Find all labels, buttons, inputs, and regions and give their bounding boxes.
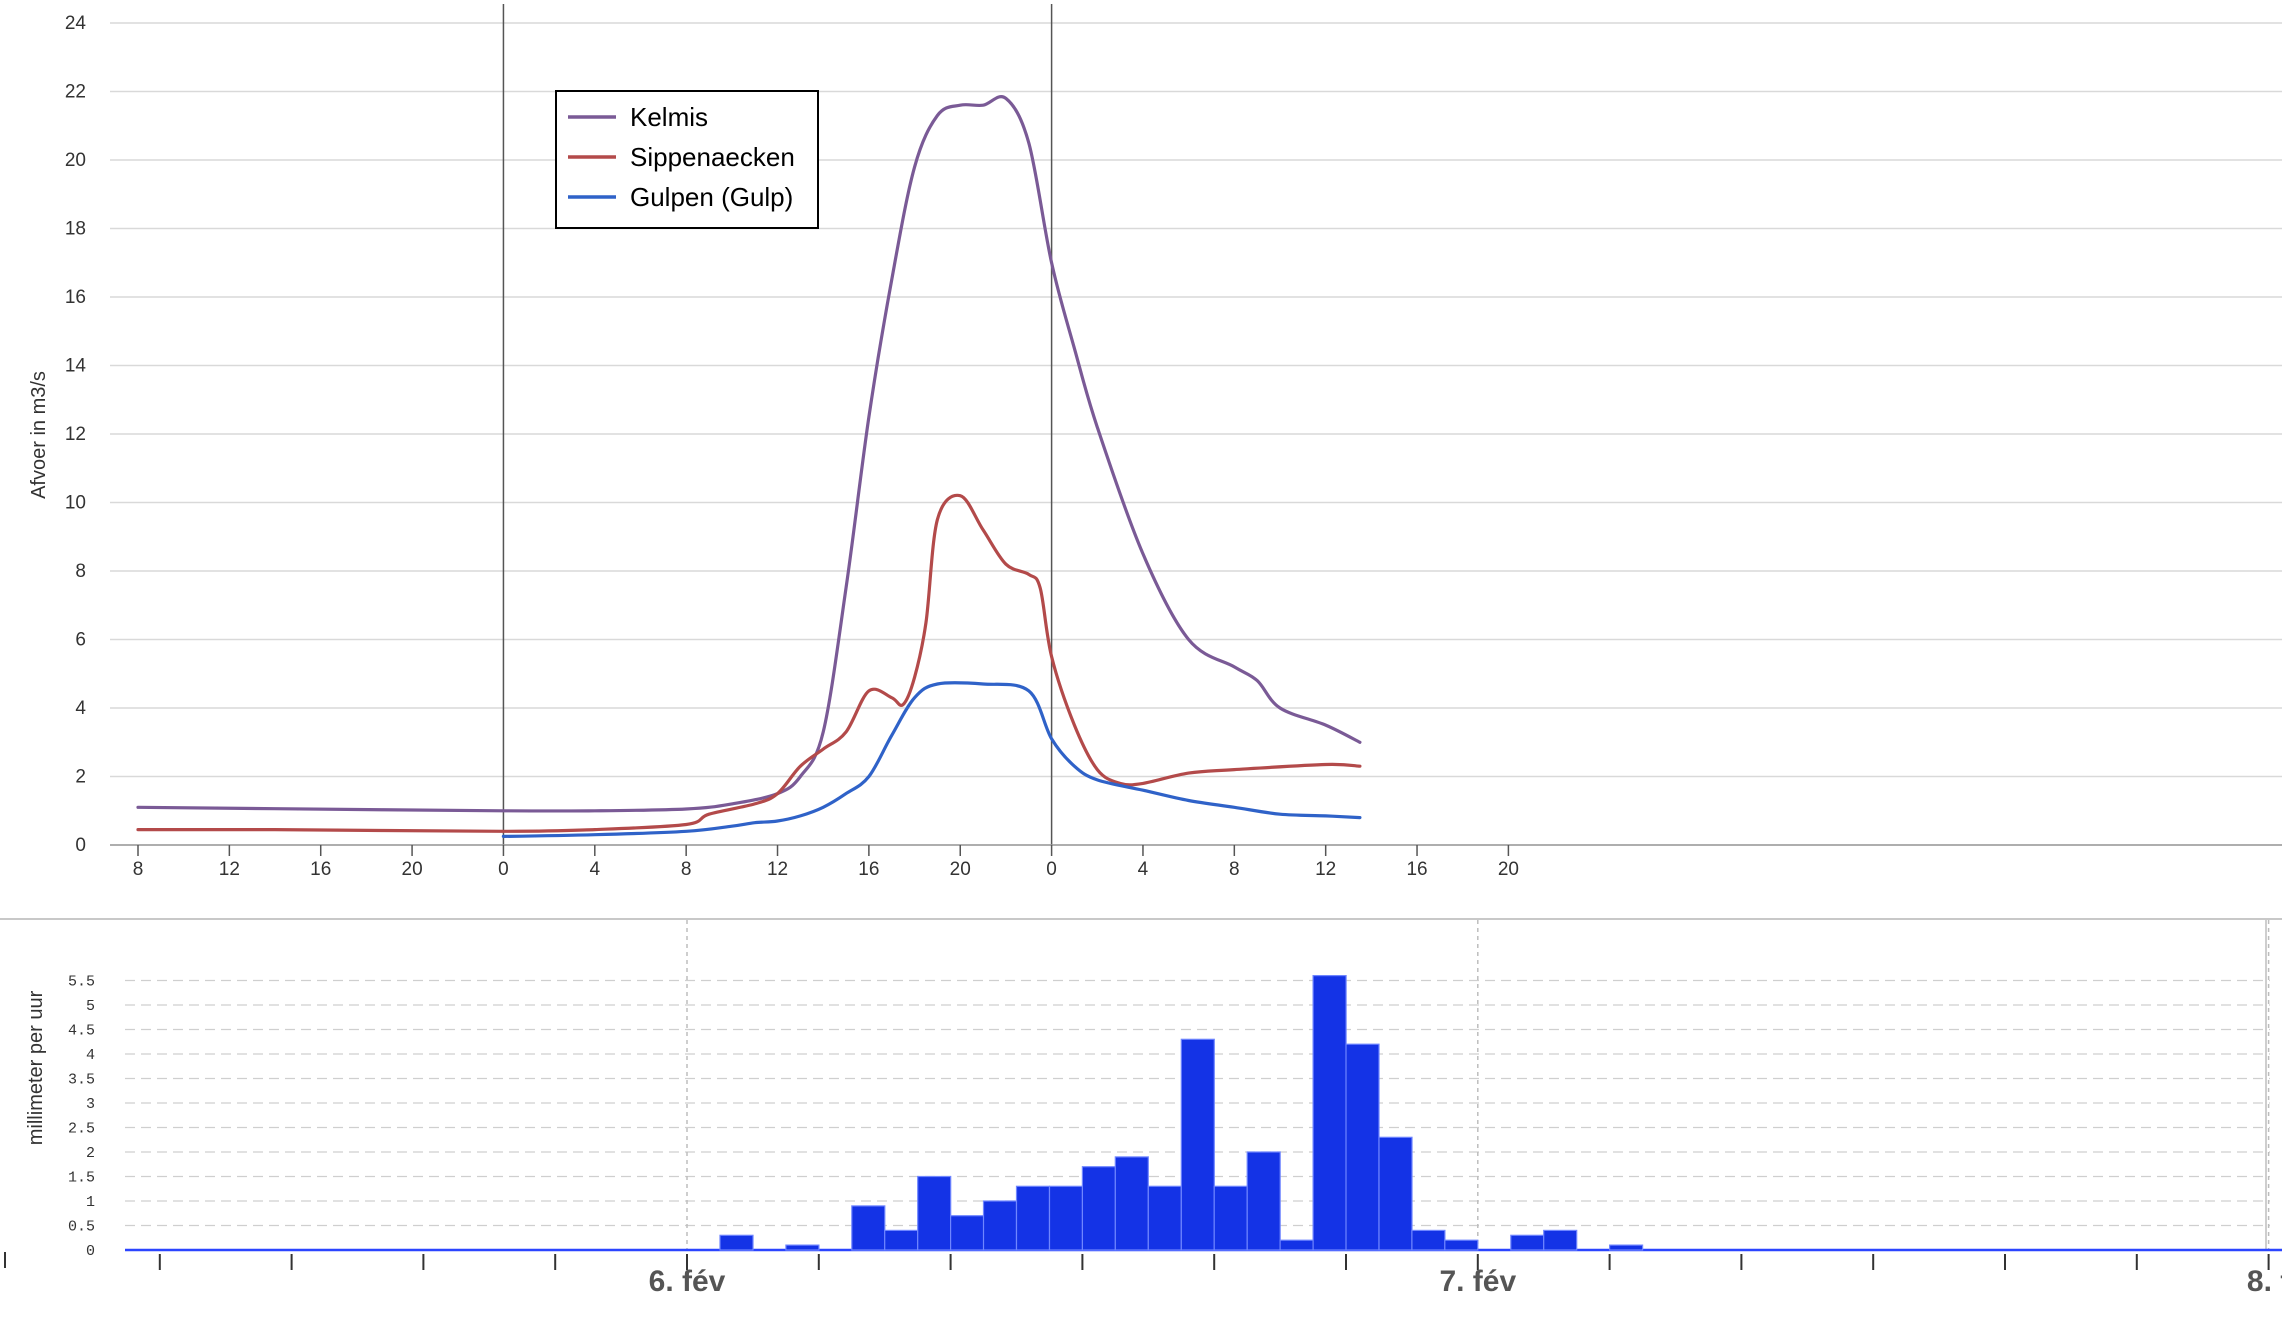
discharge-series	[136, 95, 1362, 838]
discharge-x-tick-label: 0	[1046, 859, 1057, 880]
discharge-y-tick-label: 16	[65, 287, 86, 308]
discharge-y-tick-label: 22	[65, 82, 86, 103]
rainfall-bar	[1608, 1244, 1644, 1251]
discharge-x-tick-label: 12	[1315, 859, 1336, 880]
rainfall-bar	[1114, 1156, 1149, 1251]
discharge-x-tick-label: 12	[219, 859, 240, 880]
rainfall-y-axis-label: millimeter per uur	[25, 990, 47, 1145]
rainfall-y-tick-label: 2	[86, 1145, 95, 1162]
rainfall-bars	[719, 974, 1644, 1251]
discharge-x-tick-label: 8	[133, 859, 144, 880]
rainfall-bar	[1180, 1038, 1215, 1251]
rainfall-y-tick-label: 4.5	[68, 1023, 95, 1040]
rainfall-y-tick-label: 1.5	[68, 1170, 95, 1187]
date-label: 8. f	[2247, 1265, 2282, 1298]
rainfall-bar	[719, 1234, 754, 1251]
date-label: 7. fév	[1439, 1265, 1516, 1298]
rainfall-bar	[1411, 1229, 1446, 1251]
rainfall-bar	[1081, 1166, 1117, 1251]
discharge-x-tick-label: 20	[402, 859, 423, 880]
rainfall-bar	[1015, 1185, 1051, 1251]
discharge-y-tick-label: 4	[75, 698, 86, 719]
discharge-y-tick-label: 18	[65, 219, 86, 240]
discharge-y-tick-label: 24	[65, 13, 87, 34]
legend-label: Kelmis	[630, 102, 708, 132]
rainfall-y-tick-label: 1	[86, 1194, 95, 1211]
rainfall-bar	[851, 1205, 886, 1251]
rainfall-bar	[785, 1244, 820, 1251]
discharge-y-axis-label: Afvoer in m3/s	[28, 371, 50, 499]
rainfall-bar	[1444, 1239, 1479, 1251]
rainfall-y-tick-label: 4	[86, 1047, 95, 1064]
discharge-x-tick-label: 20	[1498, 859, 1519, 880]
rainfall-y-tick-label: 0.5	[68, 1219, 95, 1236]
discharge-x-tick-label: 4	[590, 859, 601, 880]
rainfall-y-tick-label: 5	[86, 998, 95, 1015]
date-label: 6. fév	[649, 1265, 726, 1298]
legend-box	[555, 90, 819, 229]
discharge-y-tick-label: 8	[75, 561, 86, 582]
rainfall-date-labels: 6. fév 7. fév 8. f	[649, 1265, 2282, 1298]
discharge-x-tick-label: 0	[498, 859, 509, 880]
discharge-grid	[110, 4, 2282, 846]
discharge-y-tick-label: 6	[75, 630, 86, 651]
discharge-x-tick-label: 8	[1229, 859, 1240, 880]
discharge-x-tick-label: 16	[310, 859, 331, 880]
discharge-y-tick-label: 12	[65, 424, 86, 445]
discharge-x-tick-label: 4	[1138, 859, 1149, 880]
rainfall-bar	[1543, 1229, 1578, 1251]
rainfall-bar	[1378, 1136, 1413, 1251]
series-line-sippenaecken	[136, 493, 1362, 833]
series-line-kelmis	[136, 95, 1362, 813]
rainfall-bar	[1048, 1185, 1084, 1251]
discharge-x-tick-label: 12	[767, 859, 788, 880]
discharge-y-tick-label: 2	[75, 767, 86, 788]
rainfall-bar	[1246, 1151, 1281, 1251]
discharge-y-tick-label: 0	[75, 835, 86, 856]
rainfall-y-tick-label: 3	[86, 1096, 95, 1113]
discharge-y-tick-label: 20	[65, 150, 86, 171]
rainfall-bar	[982, 1200, 1018, 1251]
rainfall-bar	[1279, 1239, 1314, 1251]
discharge-x-tick-label: 16	[858, 859, 879, 880]
rainfall-bar	[1213, 1185, 1248, 1251]
rainfall-y-tick-label: 3.5	[68, 1072, 95, 1089]
rainfall-y-tick-label: 2.5	[68, 1121, 95, 1138]
legend-label: Sippenaecken	[630, 142, 795, 172]
rainfall-bar	[1345, 1043, 1380, 1251]
series-line-gulpen-gulp	[501, 681, 1362, 838]
rainfall-y-tick-label: 0	[86, 1243, 95, 1260]
rainfall-bar	[1510, 1234, 1545, 1251]
rainfall-bar	[1147, 1185, 1182, 1251]
rainfall-bar	[949, 1215, 985, 1251]
legend-label: Gulpen (Gulp)	[630, 182, 793, 212]
discharge-x-tick-label: 20	[950, 859, 971, 880]
rainfall-bar	[884, 1229, 919, 1251]
rainfall-y-tick-label: 5.5	[68, 974, 95, 991]
discharge-x-tick-label: 16	[1406, 859, 1427, 880]
discharge-y-tick-label: 10	[65, 493, 86, 514]
discharge-x-tick-label: 8	[681, 859, 692, 880]
discharge-y-tick-label: 14	[65, 356, 87, 377]
legend: Kelmis Sippenaecken Gulpen (Gulp)	[555, 90, 819, 229]
rainfall-bar	[1312, 974, 1347, 1251]
rainfall-chart: 0 0.5 1 1.5 2 2.5 3 3.5 4 4.5 5 5.5 millimeter per …	[4, 920, 2282, 1298]
rainfall-bar	[917, 1175, 952, 1251]
